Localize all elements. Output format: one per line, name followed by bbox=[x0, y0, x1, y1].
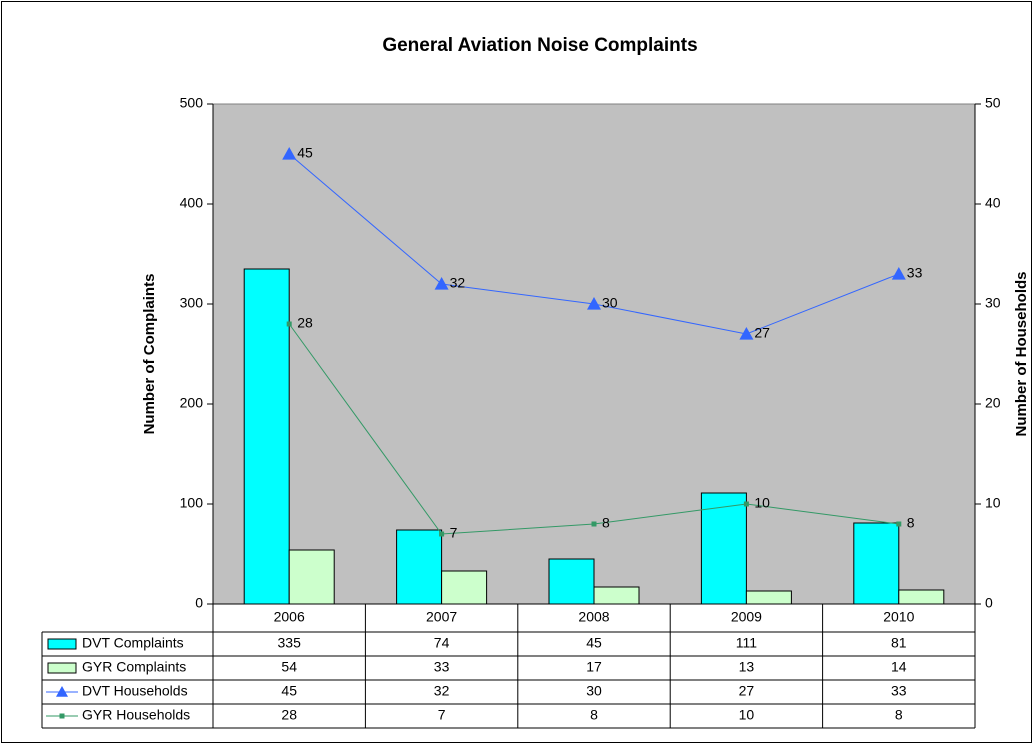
x-tick-label: 2006 bbox=[274, 609, 305, 625]
data-label: 7 bbox=[450, 525, 458, 541]
table-cell: 28 bbox=[281, 707, 297, 723]
table-cell: 33 bbox=[891, 683, 907, 699]
chart-title: General Aviation Noise Complaints bbox=[382, 35, 697, 56]
y-tick-label: 400 bbox=[180, 195, 204, 211]
data-label: 8 bbox=[602, 515, 610, 531]
legend-key bbox=[47, 638, 77, 650]
table-cell: 335 bbox=[278, 635, 302, 651]
data-label: 30 bbox=[602, 295, 618, 311]
table-cell: 45 bbox=[281, 683, 297, 699]
marker bbox=[891, 267, 906, 280]
table-cell: 8 bbox=[590, 707, 598, 723]
y2-tick-label: 30 bbox=[985, 295, 1001, 311]
bar bbox=[745, 590, 792, 605]
bar bbox=[288, 549, 335, 605]
table-cell: 30 bbox=[586, 683, 602, 699]
x-tick-label: 2009 bbox=[731, 609, 762, 625]
legend-label: DVT Complaints bbox=[82, 635, 184, 651]
marker bbox=[434, 277, 449, 290]
bar bbox=[396, 529, 443, 605]
data-label: 8 bbox=[907, 515, 915, 531]
bar bbox=[700, 492, 747, 605]
legend-marker bbox=[56, 686, 68, 697]
plot-area bbox=[212, 103, 976, 605]
marker bbox=[439, 531, 445, 537]
data-label: 33 bbox=[907, 265, 923, 281]
table-cell: 14 bbox=[891, 659, 907, 675]
table-cell: 7 bbox=[438, 707, 446, 723]
y2-axis-title: Number of Households bbox=[1013, 271, 1030, 436]
x-tick-label: 2010 bbox=[883, 609, 914, 625]
table-cell: 10 bbox=[739, 707, 755, 723]
table-cell: 17 bbox=[586, 659, 602, 675]
table-cell: 111 bbox=[736, 635, 757, 651]
y-tick-label: 200 bbox=[180, 395, 204, 411]
bar bbox=[548, 558, 595, 605]
bar bbox=[441, 570, 488, 605]
marker bbox=[587, 297, 601, 310]
legend-label: GYR Complaints bbox=[82, 659, 186, 675]
data-label: 28 bbox=[297, 315, 313, 331]
marker bbox=[739, 327, 754, 340]
y-tick-label: 0 bbox=[195, 595, 203, 611]
bar bbox=[898, 589, 945, 605]
y2-tick-label: 50 bbox=[985, 95, 1001, 111]
marker bbox=[282, 147, 297, 160]
y2-tick-label: 20 bbox=[985, 395, 1001, 411]
y-tick-label: 500 bbox=[180, 95, 204, 111]
table-cell: 27 bbox=[739, 683, 755, 699]
legend-marker bbox=[59, 713, 65, 719]
y2-tick-label: 40 bbox=[985, 195, 1001, 211]
y-tick-label: 100 bbox=[180, 495, 204, 511]
table-cell: 33 bbox=[434, 659, 450, 675]
table-cell: 54 bbox=[281, 659, 297, 675]
legend-key bbox=[47, 662, 77, 674]
x-tick-label: 2007 bbox=[426, 609, 457, 625]
table-cell: 32 bbox=[434, 683, 450, 699]
data-label: 32 bbox=[450, 275, 466, 291]
bar bbox=[853, 522, 900, 605]
data-label: 27 bbox=[754, 325, 770, 341]
y-tick-label: 300 bbox=[180, 295, 204, 311]
marker bbox=[591, 521, 597, 527]
table-cell: 81 bbox=[891, 635, 907, 651]
table-cell: 13 bbox=[739, 659, 755, 675]
marker bbox=[896, 521, 902, 527]
legend-label: DVT Households bbox=[82, 683, 188, 699]
bar bbox=[593, 586, 640, 605]
table-cell: 45 bbox=[586, 635, 602, 651]
table-cell: 74 bbox=[434, 635, 450, 651]
bar bbox=[243, 268, 290, 605]
y2-tick-label: 0 bbox=[985, 595, 993, 611]
marker bbox=[286, 321, 292, 327]
data-label: 45 bbox=[297, 145, 313, 161]
data-label: 10 bbox=[754, 495, 770, 511]
x-tick-label: 2008 bbox=[578, 609, 609, 625]
marker bbox=[743, 501, 749, 507]
y2-tick-label: 10 bbox=[985, 495, 1001, 511]
legend-label: GYR Households bbox=[82, 707, 190, 723]
table-cell: 8 bbox=[895, 707, 903, 723]
y-axis-title: Number of Complaints bbox=[141, 274, 158, 435]
